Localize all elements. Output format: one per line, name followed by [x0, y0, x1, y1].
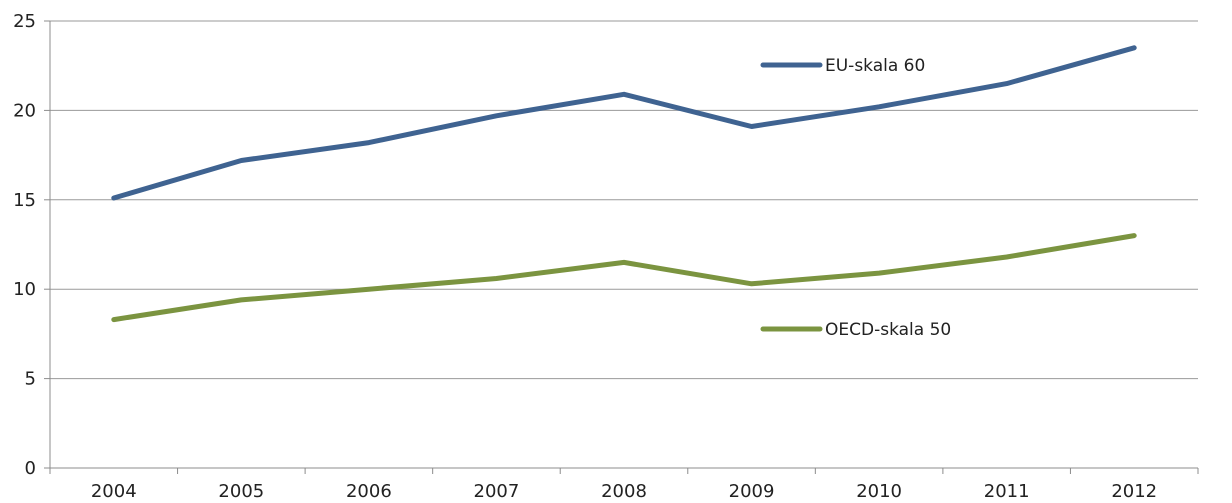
- legend: EU-skala 60 OECD-skala 50: [760, 56, 951, 340]
- series-lines: [111, 45, 1137, 323]
- legend-label-1: OECD-skala 50: [825, 320, 951, 340]
- legend-label-0: EU-skala 60: [825, 56, 925, 76]
- x-tick-label-2006: 2006: [346, 481, 392, 502]
- axes: [44, 20, 1199, 474]
- y-tick-label-25: 25: [13, 11, 36, 32]
- x-tick-label-2008: 2008: [601, 481, 647, 502]
- x-tick-label-2010: 2010: [856, 481, 902, 502]
- x-tick-label-2007: 2007: [474, 481, 520, 502]
- x-tick-label-2009: 2009: [729, 481, 775, 502]
- gridlines: [50, 20, 1198, 380]
- x-tick-label-2004: 2004: [91, 481, 137, 502]
- y-tick-label-20: 20: [13, 100, 36, 121]
- y-tick-label-10: 10: [13, 279, 36, 300]
- y-tick-label-15: 15: [13, 190, 36, 211]
- tick-labels: 0 5 10 15 20 25 2004 2005 2006 2007 2008 2009 2010 20…: [13, 11, 1157, 502]
- x-tick-label-2012: 2012: [1111, 481, 1157, 502]
- x-tick-label-2005: 2005: [218, 481, 264, 502]
- series-line-1: [111, 233, 1137, 323]
- y-tick-label-5: 5: [25, 369, 36, 390]
- y-tick-label-0: 0: [25, 458, 36, 479]
- x-tick-label-2011: 2011: [984, 481, 1030, 502]
- series-line-0: [111, 45, 1137, 201]
